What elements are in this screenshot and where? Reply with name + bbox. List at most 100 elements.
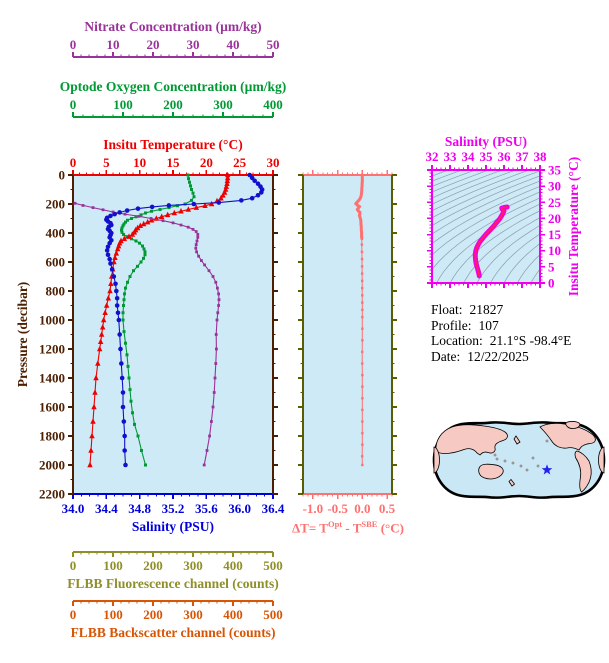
delta-top-axis — [302, 169, 393, 176]
svg-text:30: 30 — [267, 155, 280, 170]
svg-text:300: 300 — [213, 97, 233, 112]
svg-text:1200: 1200 — [39, 342, 65, 357]
svg-text:15: 15 — [548, 227, 562, 242]
pressure-tick-labels: 0 200 400 600 800 1000 1200 1400 1600 1800 2000 220… — [39, 168, 65, 502]
float-value: 21827 — [469, 302, 504, 317]
svg-text:FLBB Backscatter channel (coun: FLBB Backscatter channel (counts) — [71, 625, 276, 640]
svg-text:20: 20 — [200, 155, 213, 170]
location-value: 21.1°S -98.4°E — [489, 333, 572, 349]
svg-text:36.4: 36.4 — [262, 501, 285, 516]
svg-text:Optode Oxygen Concentration (µ: Optode Oxygen Concentration (µm/kg) — [60, 79, 286, 94]
svg-text:0.0: 0.0 — [354, 501, 370, 516]
date-line: Date: 12/22/2025 — [431, 349, 571, 365]
svg-text:300: 300 — [183, 558, 203, 573]
salinity-axis-title: Salinity (PSU) — [132, 519, 214, 534]
fluorescence-axis-title: FLBB Fluorescence channel (counts) — [67, 576, 279, 591]
svg-text:40: 40 — [227, 37, 240, 52]
oxygen-axis — [72, 111, 274, 118]
svg-text:-0.5: -0.5 — [327, 501, 348, 516]
salinity-axis — [72, 493, 274, 500]
float-location-star — [541, 464, 553, 475]
svg-text:35.6: 35.6 — [195, 501, 218, 516]
svg-text:200: 200 — [143, 558, 163, 573]
oxygen-curve — [120, 173, 196, 467]
svg-text:5: 5 — [103, 155, 110, 170]
map-landmasses — [433, 421, 605, 493]
svg-text:35: 35 — [548, 163, 562, 178]
pressure-axis-title: Pressure (decibar) — [15, 282, 30, 388]
delta-title-part: (°C) — [377, 520, 404, 536]
profile-line: Profile: 107 — [431, 318, 571, 334]
pressure-axis-left — [67, 174, 74, 495]
backscatter-axis — [72, 600, 274, 607]
ts-frame — [427, 165, 545, 288]
delta-pressure-axis-left — [297, 174, 304, 495]
nitrate-axis-title: Nitrate Concentration (µm/kg) — [84, 19, 261, 34]
pressure-axis-right — [272, 174, 279, 495]
location-line: Location: 21.1°S -98.4°E — [431, 333, 571, 349]
fluorescence-axis — [72, 551, 274, 558]
float-label: Float: — [431, 302, 463, 317]
svg-text:400: 400 — [223, 607, 243, 622]
svg-text:FLBB Fluorescence channel (cou: FLBB Fluorescence channel (counts) — [67, 576, 279, 591]
svg-text:0.5: 0.5 — [379, 501, 396, 516]
delta-t-dense-segment — [353, 175, 364, 239]
svg-text:1600: 1600 — [39, 400, 65, 415]
location-label: Location: — [431, 333, 483, 349]
svg-text:15: 15 — [167, 155, 181, 170]
svg-text:36.0: 36.0 — [228, 501, 251, 516]
svg-text:20: 20 — [147, 37, 160, 52]
svg-text:100: 100 — [103, 607, 123, 622]
world-map — [432, 421, 606, 499]
svg-text:-1.0: -1.0 — [303, 501, 324, 516]
svg-text:35: 35 — [480, 149, 494, 164]
svg-text:600: 600 — [46, 255, 66, 270]
temperature-axis — [72, 169, 274, 176]
svg-text:100: 100 — [113, 97, 133, 112]
date-label: Date: — [431, 348, 461, 364]
svg-text:10: 10 — [107, 37, 120, 52]
ts-curve — [472, 204, 510, 279]
svg-text:0: 0 — [70, 97, 77, 112]
svg-text:30: 30 — [187, 37, 200, 52]
svg-text:Nitrate Concentration (µm/kg): Nitrate Concentration (µm/kg) — [84, 19, 261, 34]
svg-text:1000: 1000 — [39, 313, 65, 328]
backscatter-axis-title: FLBB Backscatter channel (counts) — [71, 625, 276, 640]
ts-temperature-title: Insitu Temperature (°C) — [566, 157, 581, 296]
temperature-axis-title: Insitu Temperature (°C) — [103, 137, 242, 152]
svg-text:0: 0 — [70, 37, 77, 52]
svg-text:2000: 2000 — [39, 458, 65, 473]
svg-text:1800: 1800 — [39, 429, 65, 444]
backscatter-axis-labels: 0 100 200 300 400 500 — [70, 607, 283, 622]
svg-text:Salinity (PSU): Salinity (PSU) — [132, 519, 214, 534]
svg-text:34.0: 34.0 — [62, 501, 85, 516]
delta-bottom-axis-labels: -1.0 -0.5 0.0 0.5 — [303, 501, 396, 516]
nitrate-axis — [72, 51, 274, 58]
svg-text:400: 400 — [223, 558, 243, 573]
oxygen-axis-labels: 0 100 200 300 400 — [70, 97, 283, 112]
svg-text:35.2: 35.2 — [162, 501, 185, 516]
svg-text:34.8: 34.8 — [128, 501, 151, 516]
svg-text:10: 10 — [133, 155, 146, 170]
svg-text:30: 30 — [548, 179, 561, 194]
svg-text:33: 33 — [444, 149, 458, 164]
svg-text:500: 500 — [263, 607, 283, 622]
svg-text:25: 25 — [233, 155, 247, 170]
svg-text:32: 32 — [426, 149, 439, 164]
temperature-axis-labels: 0 5 10 15 20 25 30 — [70, 155, 280, 170]
delta-pressure-axis-right — [391, 174, 398, 495]
svg-text:38: 38 — [534, 149, 548, 164]
svg-text:50: 50 — [267, 37, 280, 52]
salinity-curve — [104, 172, 265, 468]
svg-text:300: 300 — [183, 607, 203, 622]
delta-title-sup-sbe: SBE — [361, 519, 378, 529]
svg-text:200: 200 — [163, 97, 183, 112]
svg-text:400: 400 — [263, 97, 283, 112]
svg-text:37: 37 — [516, 149, 530, 164]
nitrate-axis-labels: 0 10 20 30 40 50 — [70, 37, 280, 52]
svg-text:800: 800 — [46, 284, 66, 299]
svg-text:200: 200 — [143, 607, 163, 622]
